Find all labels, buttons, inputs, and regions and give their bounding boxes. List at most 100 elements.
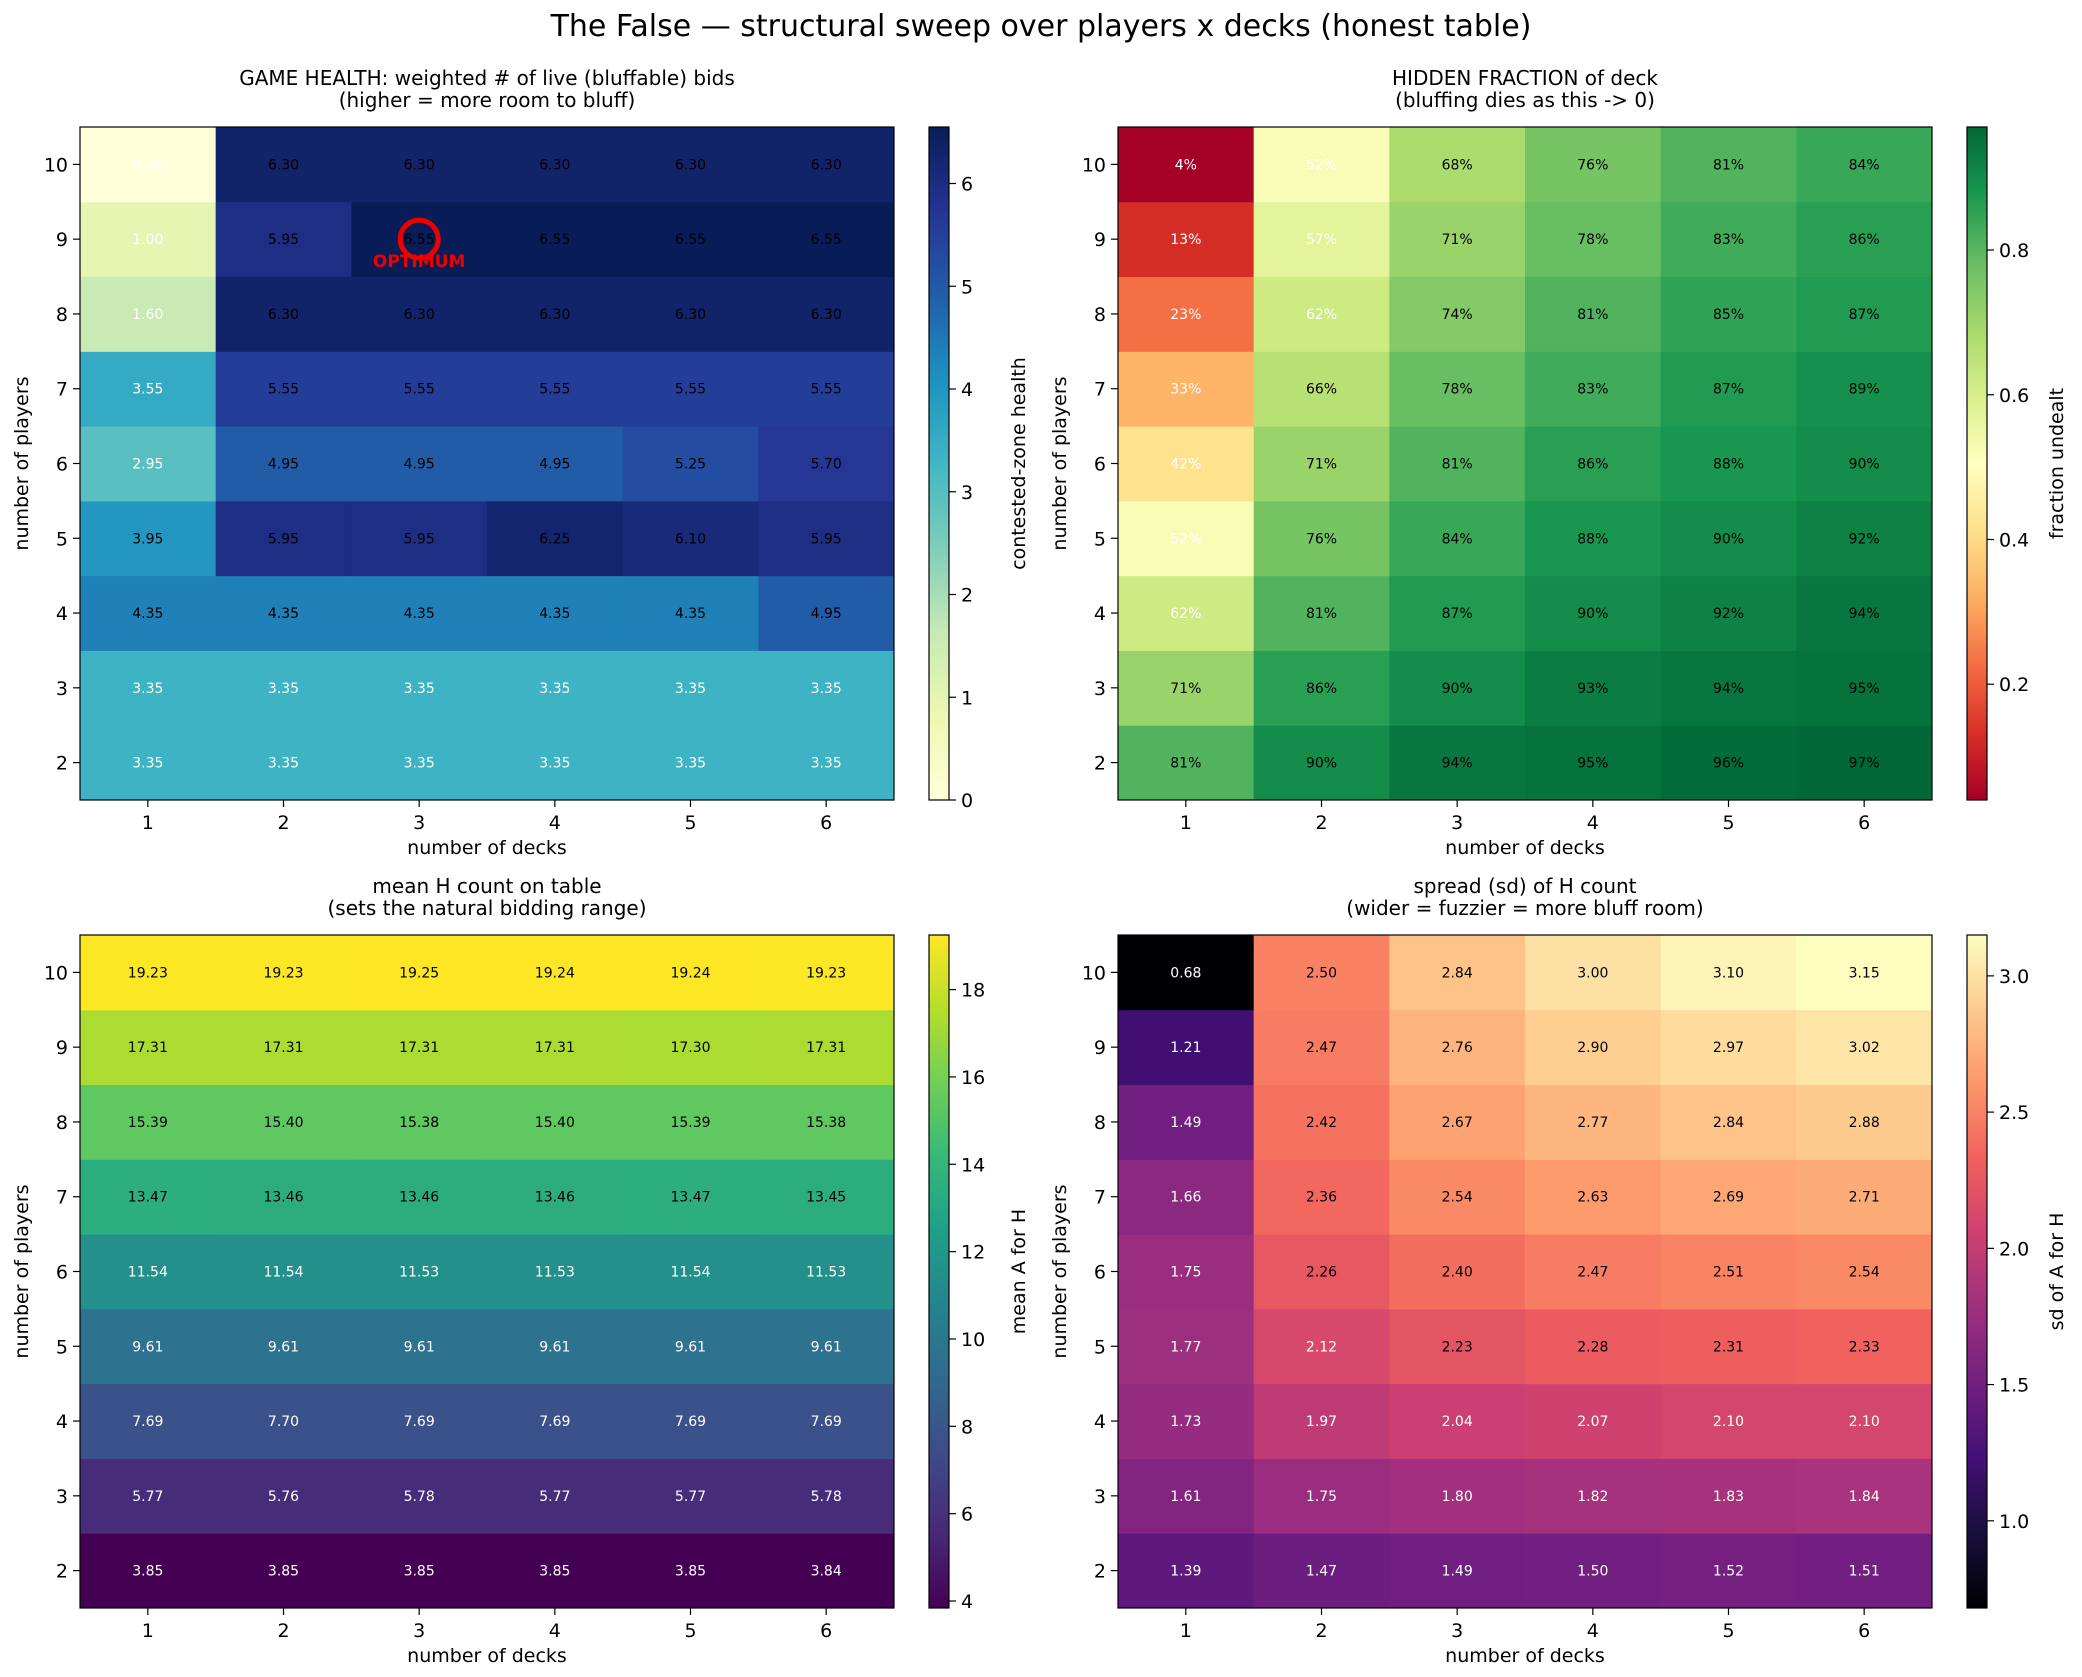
heatmap-cell	[1660, 1084, 1797, 1160]
cell-value-label: 1.49	[1442, 1564, 1473, 1580]
heatmap-cell	[1389, 1009, 1526, 1086]
heatmap-cell	[622, 1234, 759, 1310]
heatmap-cell	[80, 1458, 217, 1534]
heatmap-cell	[1660, 575, 1797, 651]
cell-value-label: 9.61	[675, 1339, 706, 1355]
colorbar-tick-label: 0.2	[1999, 674, 2029, 696]
heatmap-cell	[215, 127, 352, 203]
cell-value-label: 6.30	[268, 307, 299, 323]
cell-value-label: 3.35	[404, 756, 435, 772]
cell-value-label: 88%	[1577, 531, 1608, 547]
cell-value-label: 42%	[1170, 457, 1201, 473]
y-axis-label: number of players	[11, 376, 33, 550]
y-tick-label: 7	[56, 379, 68, 401]
heatmap-cell	[622, 1009, 759, 1086]
heatmap-cell	[1525, 1458, 1662, 1534]
x-tick-label: 5	[684, 1620, 696, 1642]
y-tick-label: 8	[1094, 304, 1106, 326]
heatmap-cell	[1389, 1234, 1526, 1310]
heatmap-cell	[1660, 1159, 1797, 1235]
heatmap-cell	[758, 201, 895, 278]
heatmap-cell	[1253, 935, 1390, 1011]
cell-value-label: 5.95	[811, 531, 842, 547]
heatmap-cell	[487, 935, 624, 1011]
heatmap-cell	[1118, 1458, 1255, 1534]
heatmap-cell	[758, 1533, 895, 1609]
cell-value-label: 4.95	[811, 606, 842, 622]
cell-value-label: 5.55	[404, 382, 435, 398]
heatmap-cell	[80, 1159, 217, 1235]
figure-suptitle: The False — structural sweep over player…	[550, 9, 1532, 44]
heatmap-cell	[351, 650, 488, 726]
colorbar-tick-label: 12	[961, 1242, 985, 1264]
cell-value-label: 4.35	[132, 606, 163, 622]
cell-value-label: 11.53	[806, 1265, 846, 1281]
heatmap-cell	[758, 500, 895, 577]
cell-value-label: 94%	[1849, 606, 1880, 622]
cell-value-label: 95%	[1577, 756, 1608, 772]
x-axis-label: number of decks	[407, 837, 567, 859]
heatmap-cell	[80, 351, 217, 427]
heatmap-cell	[1118, 351, 1255, 427]
cell-value-label: 7.69	[404, 1414, 435, 1430]
heatmap-cell	[1118, 650, 1255, 726]
y-tick-label: 4	[56, 603, 68, 625]
heatmap-cell	[1253, 351, 1390, 427]
colorbar-tick-label: 3	[961, 482, 973, 504]
heatmap-cell	[1253, 201, 1390, 278]
cell-value-label: 3.02	[1849, 1040, 1880, 1056]
cell-value-label: 97%	[1849, 756, 1880, 772]
heatmap-cell	[351, 127, 488, 203]
cell-value-label: 1.82	[1577, 1489, 1608, 1505]
heatmap-cell	[1389, 725, 1526, 801]
x-axis-label: number of decks	[407, 1645, 567, 1667]
heatmap-cell	[1118, 500, 1255, 577]
cell-value-label: 19.25	[399, 965, 439, 981]
cell-value-label: 66%	[1306, 382, 1337, 398]
cell-value-label: 17.30	[670, 1040, 710, 1056]
heatmap-cell	[487, 276, 624, 352]
cell-value-label: 1.52	[1713, 1564, 1744, 1580]
heatmap-cell	[1118, 725, 1255, 801]
heatmap-cell	[1525, 276, 1662, 352]
cell-value-label: 17.31	[399, 1040, 439, 1056]
y-tick-label: 3	[1094, 678, 1106, 700]
heatmap-cell	[622, 426, 759, 502]
cell-value-label: 19.23	[806, 965, 846, 981]
heatmap-cell	[1660, 1234, 1797, 1310]
cell-value-label: 1.61	[1170, 1489, 1201, 1505]
x-tick-label: 3	[1451, 812, 1463, 834]
cell-value-label: 83%	[1577, 382, 1608, 398]
heatmap-cell	[487, 201, 624, 278]
y-tick-label: 10	[1082, 962, 1106, 984]
cell-value-label: 3.85	[404, 1564, 435, 1580]
cell-value-label: 1.75	[1306, 1489, 1337, 1505]
heatmap-cell	[80, 127, 217, 203]
panel-title: (higher = more room to bluff)	[339, 88, 636, 112]
cell-value-label: 3.35	[132, 681, 163, 697]
heatmap-cell	[1253, 1383, 1390, 1459]
heatmap-cell	[1389, 1308, 1526, 1385]
cell-value-label: 15.40	[535, 1115, 575, 1131]
cell-value-label: 96%	[1713, 756, 1744, 772]
cell-value-label: 3.85	[132, 1564, 163, 1580]
cell-value-label: 17.31	[128, 1040, 168, 1056]
cell-value-label: 1.80	[1442, 1489, 1473, 1505]
cell-value-label: 11.53	[399, 1265, 439, 1281]
heatmap-cell	[1118, 426, 1255, 502]
cell-value-label: 74%	[1442, 307, 1473, 323]
optimum-label: OPTIMUM	[373, 252, 465, 272]
heatmap-cell	[1660, 1458, 1797, 1534]
cell-value-label: 2.63	[1577, 1190, 1608, 1206]
heatmap-cell	[80, 1009, 217, 1086]
cell-value-label: 88%	[1713, 457, 1744, 473]
heatmap-panel-4: spread (sd) of H count(wider = fuzzier =…	[1049, 874, 2068, 1667]
cell-value-label: 3.00	[1577, 965, 1608, 981]
x-tick-label: 6	[820, 1620, 832, 1642]
cell-value-label: 2.88	[1849, 1115, 1880, 1131]
y-tick-label: 6	[56, 454, 68, 476]
heatmap-cell	[487, 500, 624, 577]
cell-value-label: 2.23	[1442, 1339, 1473, 1355]
y-tick-label: 4	[1094, 1411, 1106, 1433]
cell-value-label: 1.00	[132, 232, 163, 248]
